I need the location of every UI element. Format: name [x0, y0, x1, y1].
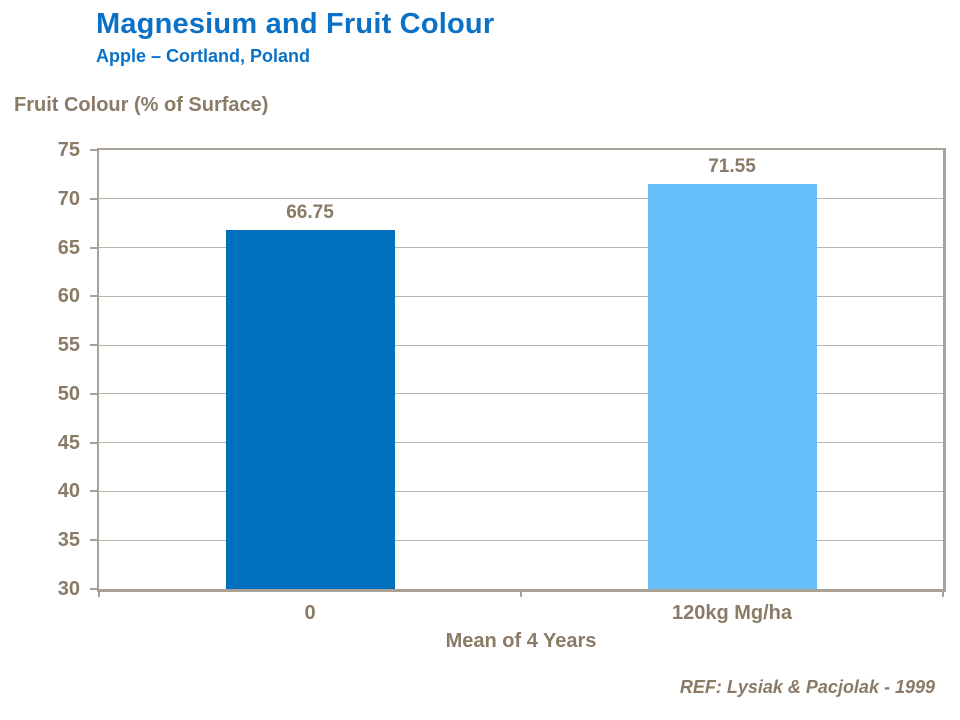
- chart-title: Magnesium and Fruit Colour: [96, 8, 495, 40]
- x-axis-title: Mean of 4 Years: [445, 630, 597, 652]
- gridline: [99, 198, 943, 200]
- y-tick-label: 75: [57, 139, 80, 161]
- y-tick-label: 30: [57, 578, 80, 600]
- y-tick-label: 35: [57, 529, 80, 552]
- y-axis-tick: [90, 392, 97, 395]
- y-tick-label: 60: [57, 285, 80, 308]
- gridline: [99, 344, 943, 346]
- x-axis-tick: [98, 591, 100, 597]
- y-tick-label: 50: [57, 382, 80, 405]
- x-axis-tick: [520, 591, 522, 597]
- y-axis-tick: [90, 588, 97, 590]
- y-axis-tick: [90, 344, 97, 347]
- y-tick-label: 70: [57, 187, 80, 210]
- bar-value-label: 71.55: [708, 155, 756, 177]
- y-axis-title: Fruit Colour (% of Surface): [14, 94, 269, 116]
- bar-120kg Mg/ha: [647, 183, 817, 589]
- x-axis-tick: [942, 591, 944, 597]
- gridline: [99, 295, 943, 297]
- x-category-label: 0: [304, 602, 316, 624]
- y-axis-tick: [90, 246, 97, 249]
- y-axis-tick: [90, 441, 97, 444]
- gridline: [99, 539, 943, 541]
- y-axis-tick: [90, 490, 97, 493]
- y-tick-label: 45: [57, 431, 80, 454]
- bar-value-label: 66.75: [286, 202, 334, 224]
- y-axis-tick: [90, 149, 97, 151]
- y-tick-label: 55: [57, 334, 80, 357]
- reference-citation: REF: Lysiak & Pacjolak - 1999: [679, 677, 935, 697]
- chart-subtitle: Apple – Cortland, Poland: [96, 46, 311, 66]
- gridline: [99, 442, 943, 444]
- x-category-label: 120kg Mg/ha: [671, 602, 793, 624]
- y-tick-label: 40: [57, 480, 80, 503]
- gridline: [99, 490, 943, 492]
- y-tick-label: 65: [57, 236, 80, 259]
- gridline: [99, 247, 943, 249]
- y-axis-tick: [90, 539, 97, 542]
- y-axis-tick: [90, 295, 97, 298]
- plot-area: [97, 148, 946, 592]
- bar-0: [225, 230, 395, 589]
- y-axis-tick: [90, 197, 97, 200]
- gridline: [99, 393, 943, 395]
